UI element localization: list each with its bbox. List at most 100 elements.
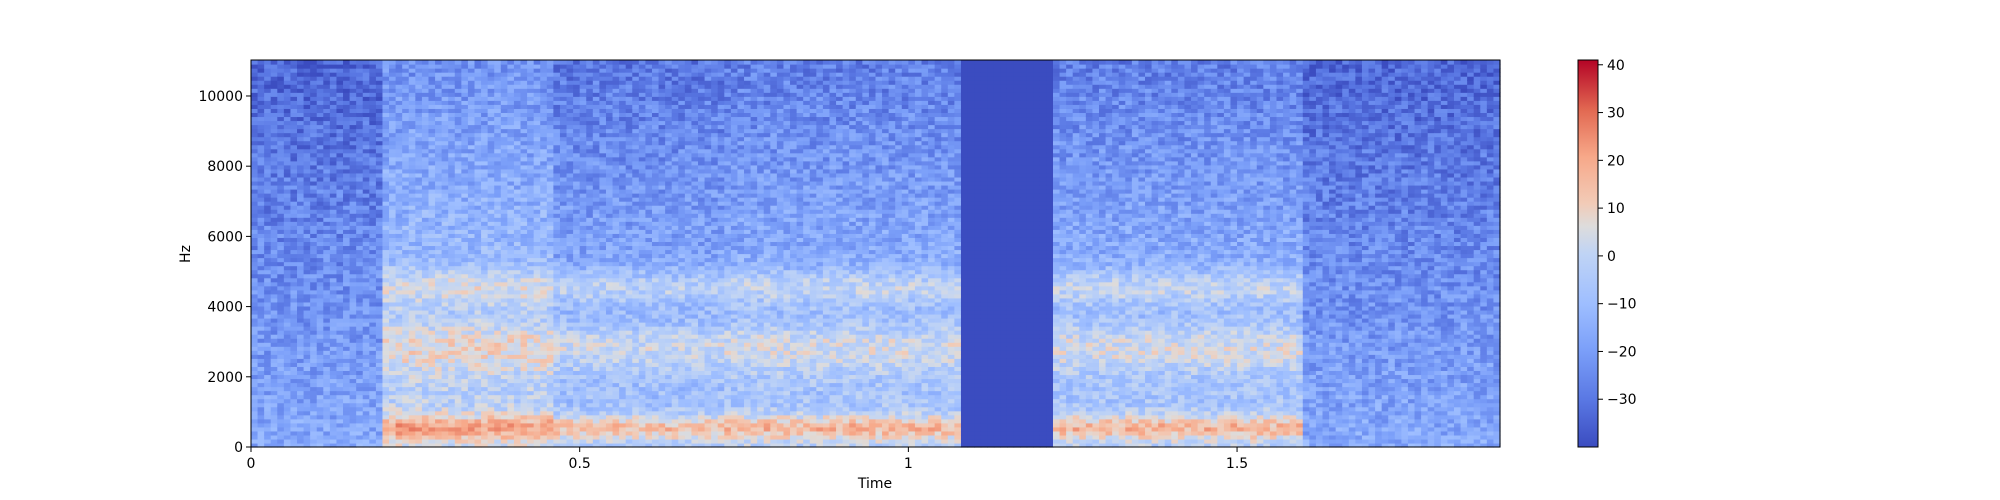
- heatmap-cell: [540, 60, 548, 65]
- heatmap-cell: [474, 374, 482, 380]
- heatmap-cell: [303, 418, 311, 424]
- heatmap-cell: [467, 193, 476, 198]
- heatmap-cell: [494, 68, 502, 73]
- heatmap-cell: [481, 116, 489, 122]
- heatmap-cell: [382, 257, 390, 263]
- heatmap-cell: [257, 350, 265, 355]
- heatmap-cell: [362, 281, 370, 287]
- heatmap-cell: [251, 152, 259, 158]
- heatmap-cell: [283, 309, 292, 315]
- heatmap-cell: [428, 168, 436, 174]
- heatmap-cell: [546, 265, 554, 271]
- heatmap-cell: [395, 209, 403, 214]
- heatmap-cell: [303, 120, 311, 126]
- heatmap-cell: [520, 362, 528, 367]
- heatmap-cell: [559, 346, 568, 351]
- heatmap-cell: [533, 370, 541, 376]
- heatmap-cell: [369, 318, 377, 323]
- heatmap-cell: [343, 152, 351, 158]
- heatmap-cell: [546, 152, 554, 158]
- heatmap-cell: [402, 172, 410, 178]
- heatmap-cell: [527, 136, 535, 142]
- heatmap-cell: [369, 128, 377, 134]
- heatmap-cell: [264, 402, 272, 408]
- heatmap-cell: [507, 297, 515, 303]
- heatmap-cell: [356, 225, 364, 230]
- heatmap-cell: [356, 197, 364, 202]
- heatmap-cell: [389, 309, 397, 315]
- heatmap-cell: [336, 366, 344, 372]
- heatmap-cell: [270, 136, 278, 142]
- heatmap-cell: [336, 297, 344, 303]
- heatmap-cell: [520, 229, 528, 234]
- heatmap-cell: [257, 189, 265, 194]
- heatmap-cell: [382, 326, 390, 331]
- heatmap-cell: [435, 201, 443, 206]
- heatmap-cell: [389, 358, 397, 363]
- heatmap-cell: [467, 217, 476, 222]
- heatmap-cell: [448, 164, 456, 170]
- heatmap-cell: [454, 398, 462, 404]
- heatmap-cell: [257, 326, 265, 331]
- heatmap-cell: [316, 229, 324, 234]
- heatmap-cell: [566, 197, 574, 202]
- heatmap-cell: [264, 124, 272, 130]
- heatmap-cell: [454, 76, 462, 81]
- heatmap-cell: [369, 354, 377, 359]
- heatmap-cell: [369, 120, 377, 126]
- heatmap-cell: [303, 237, 311, 243]
- heatmap-cell: [349, 422, 357, 428]
- heatmap-cell: [428, 293, 436, 299]
- heatmap-cell: [369, 184, 377, 190]
- heatmap-cell: [283, 124, 292, 130]
- heatmap-cell: [356, 430, 364, 436]
- heatmap-cell: [389, 120, 397, 126]
- heatmap-cell: [329, 80, 338, 85]
- heatmap-cell: [375, 269, 384, 275]
- heatmap-cell: [290, 354, 298, 359]
- heatmap-cell: [264, 418, 272, 424]
- heatmap-cell: [408, 80, 416, 85]
- heatmap-cell: [507, 189, 515, 194]
- heatmap-cell: [559, 374, 568, 380]
- heatmap-cell: [513, 237, 522, 243]
- heatmap-cell: [461, 152, 469, 158]
- heatmap-cell: [507, 285, 515, 291]
- heatmap-cell: [527, 265, 535, 271]
- heatmap-cell: [507, 172, 515, 178]
- heatmap-cell: [297, 426, 305, 432]
- heatmap-cell: [251, 318, 259, 323]
- heatmap-cell: [500, 366, 508, 372]
- heatmap-cell: [382, 422, 390, 428]
- heatmap-cell: [441, 265, 449, 271]
- heatmap-cell: [316, 289, 324, 295]
- heatmap-cell: [481, 64, 489, 69]
- heatmap-cell: [290, 334, 298, 339]
- heatmap-cell: [421, 358, 430, 363]
- heatmap-cell: [408, 281, 416, 287]
- heatmap-cell: [435, 370, 443, 376]
- heatmap-cell: [559, 301, 568, 307]
- heatmap-cell: [283, 253, 292, 259]
- heatmap-cell: [579, 350, 587, 355]
- heatmap-cell: [513, 342, 522, 347]
- heatmap-cell: [559, 410, 568, 416]
- heatmap-cell: [487, 326, 495, 331]
- heatmap-cell: [369, 245, 377, 251]
- heatmap-cell: [500, 136, 508, 142]
- heatmap-cell: [270, 422, 278, 428]
- heatmap-cell: [382, 136, 390, 142]
- heatmap-cell: [579, 116, 587, 122]
- heatmap-cell: [343, 249, 351, 255]
- heatmap-cell: [362, 213, 370, 218]
- heatmap-cell: [467, 76, 476, 81]
- heatmap-cell: [382, 92, 390, 97]
- heatmap-cell: [441, 378, 449, 384]
- heatmap-cell: [270, 350, 278, 355]
- heatmap-cell: [389, 305, 397, 311]
- heatmap-cell: [356, 104, 364, 109]
- heatmap-cell: [540, 193, 548, 198]
- heatmap-cell: [375, 76, 384, 81]
- heatmap-cell: [382, 124, 390, 130]
- heatmap-cell: [303, 156, 311, 162]
